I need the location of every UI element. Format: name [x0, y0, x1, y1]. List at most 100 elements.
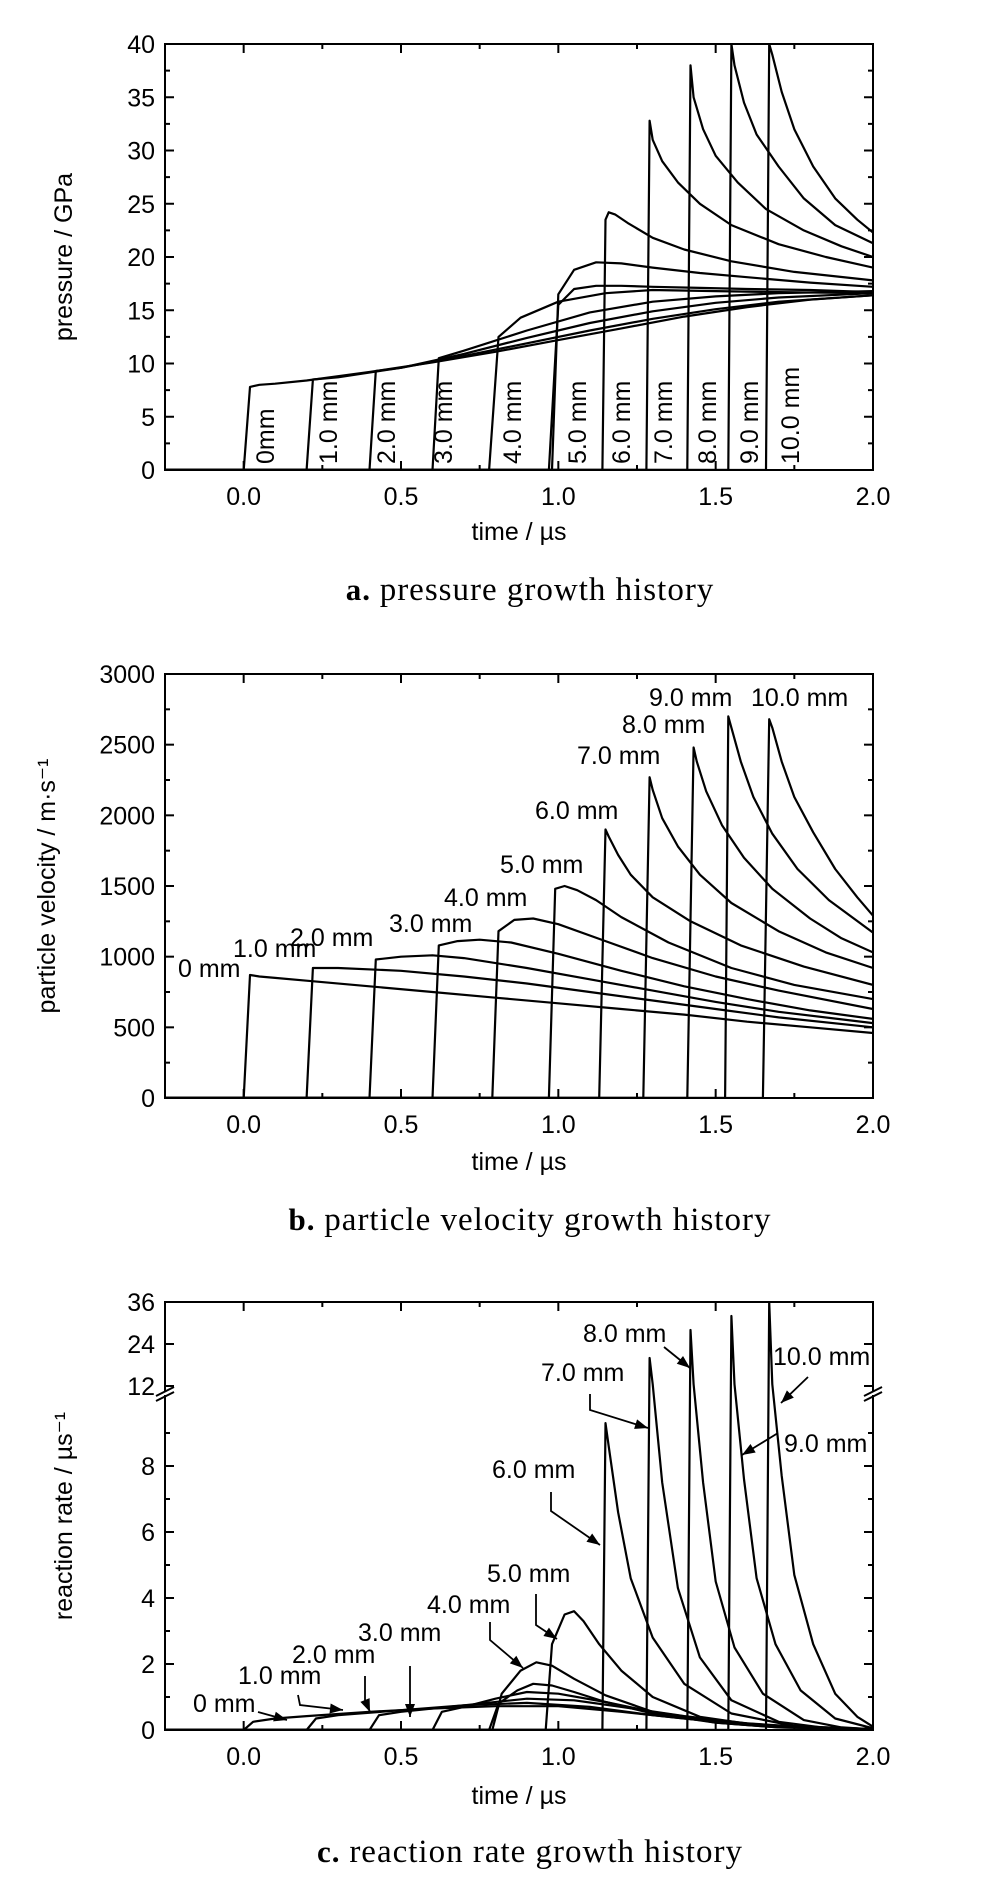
y-tick-label: 25: [127, 191, 155, 219]
curve-label: 3.0 mm: [389, 910, 472, 938]
series-line-0-mm: [165, 973, 873, 1098]
panel-a: 0.0 0.5 1.0 1.5 2.0 0 5 10 15 20 25 30 35 40 time / µs…: [50, 31, 890, 608]
y-tick-label: 4: [141, 1585, 155, 1613]
annotation-arrow-line: [589, 1394, 649, 1429]
annotation-arrow-head: [509, 1655, 523, 1668]
curve-label: 4.0 mm: [499, 381, 527, 464]
x-tick-label: 1.0: [541, 483, 576, 511]
curve-label: 9.0 mm: [784, 1430, 867, 1458]
y-tick-label: 1000: [99, 944, 155, 972]
y-tick-label: 0: [141, 457, 155, 485]
annotation-arrow-head: [586, 1533, 600, 1545]
panel-b: 0.0 0.5 1.0 1.5 2.0 0 500 1000 1500 2000 2500 3000 t…: [33, 661, 890, 1238]
panel-caption-text: reaction rate growth history: [349, 1834, 743, 1870]
curve-label: 0 mm: [178, 955, 241, 983]
curve-label: 6.0 mm: [535, 797, 618, 825]
series-line-10-0-mm: [165, 718, 873, 1098]
curve-label: 9.0 mm: [736, 381, 764, 464]
y-tick-label: 0: [141, 1717, 155, 1745]
curve-label: 5.0 mm: [500, 851, 583, 879]
y-tick-label: 30: [127, 138, 155, 166]
panel-letter: c.: [317, 1834, 349, 1869]
curve-label: 1.0 mm: [315, 381, 343, 464]
curve-label: 1.0 mm: [238, 1662, 321, 1690]
curve-label: 0 mm: [193, 1690, 256, 1718]
axis-break-mark: [863, 1386, 883, 1397]
curve-label: 10.0 mm: [751, 684, 848, 712]
curve-label: 8.0 mm: [622, 711, 705, 739]
curve-label: 3.0 mm: [358, 1619, 441, 1647]
panel-caption: b. particle velocity growth history: [289, 1202, 772, 1238]
x-tick-label: 2.0: [856, 483, 891, 511]
series-line-1-0-mm: [165, 294, 873, 470]
curve-label: 7.0 mm: [577, 742, 660, 770]
panel-letter: a.: [346, 572, 380, 607]
y-tick-label: 6: [141, 1519, 155, 1547]
x-tick-label: 1.5: [698, 1743, 733, 1771]
x-tick-label: 1.0: [541, 1743, 576, 1771]
series-line-8-0-mm: [165, 746, 873, 1098]
x-tick-label: 2.0: [856, 1111, 891, 1139]
plot-frame-upper: [164, 1301, 874, 1391]
axis-break-mark: [155, 1386, 175, 1397]
curve-label: 5.0 mm: [487, 1560, 570, 1588]
y-tick-label: 2500: [99, 732, 155, 760]
curve-label: 1.0 mm: [233, 935, 316, 963]
annotation-arrow-head: [360, 1698, 370, 1712]
curve-label: 8.0 mm: [583, 1320, 666, 1348]
y-tick-label: 12: [127, 1373, 155, 1401]
y-tick-label: 35: [127, 84, 155, 112]
x-tick-label: 1.5: [698, 1111, 733, 1139]
series-line-3-0-mm: [165, 938, 873, 1098]
curve-label: 9.0 mm: [649, 684, 732, 712]
x-tick-label: 0.0: [226, 1111, 261, 1139]
annotation-arrow-head: [543, 1627, 557, 1639]
series-line-9-0-mm: [165, 1328, 873, 1730]
annotation-arrow-head: [676, 1355, 690, 1368]
panel-caption: a. pressure growth history: [346, 572, 715, 608]
curve-label: 7.0 mm: [541, 1359, 624, 1387]
annotation-arrow-head: [634, 1419, 648, 1429]
x-tick-label: 0.5: [384, 1111, 419, 1139]
x-axis-label: time / µs: [472, 518, 567, 546]
series-line-10-0-mm: [165, 44, 873, 470]
curve-label: 8.0 mm: [694, 381, 722, 464]
y-tick-label: 8: [141, 1453, 155, 1481]
curves: [165, 44, 873, 470]
y-axis-label: reaction rate / µs⁻¹: [50, 1412, 78, 1620]
series-line-unlabeled: [165, 1302, 873, 1730]
curve-label: 3.0 mm: [430, 381, 458, 464]
y-tick-label: 0: [141, 1085, 155, 1113]
x-axis-label: time / µs: [472, 1148, 567, 1176]
annotation-arrow-head: [329, 1703, 343, 1714]
y-axis-label: particle velocity / m·s⁻¹: [33, 759, 61, 1014]
x-tick-label: 0.5: [384, 483, 419, 511]
series-line-9-0-mm: [165, 64, 873, 470]
series-line-9-0-mm: [165, 715, 873, 1098]
x-axis-label: time / µs: [472, 1782, 567, 1810]
series-line-7-0-mm: [165, 776, 873, 1098]
x-tick-label: 1.0: [541, 1111, 576, 1139]
curve-label: 10.0 mm: [777, 367, 805, 464]
curve-label: 2.0 mm: [290, 924, 373, 952]
x-tick-label: 0.0: [226, 1743, 261, 1771]
curve-label: 6.0 mm: [608, 381, 636, 464]
panel-caption: c. reaction rate growth history: [317, 1834, 743, 1870]
y-tick-label: 3000: [99, 661, 155, 689]
curve-label: 2.0 mm: [373, 381, 401, 464]
curve-label: 7.0 mm: [650, 381, 678, 464]
x-tick-label: 0.5: [384, 1743, 419, 1771]
annotation-arrow-head: [781, 1390, 794, 1403]
y-tick-label: 40: [127, 31, 155, 59]
series-line-7-0-mm: [165, 1421, 873, 1730]
series-line-8-0-mm: [165, 1356, 873, 1730]
x-tick-label: 1.5: [698, 483, 733, 511]
y-tick-label: 2000: [99, 802, 155, 830]
series-line-6-0-mm: [165, 828, 873, 1098]
curve-label: 0mm: [252, 408, 280, 464]
y-tick-label: 1500: [99, 873, 155, 901]
curve-label: 10.0 mm: [773, 1343, 870, 1371]
series-line-4-0-mm: [165, 917, 873, 1098]
